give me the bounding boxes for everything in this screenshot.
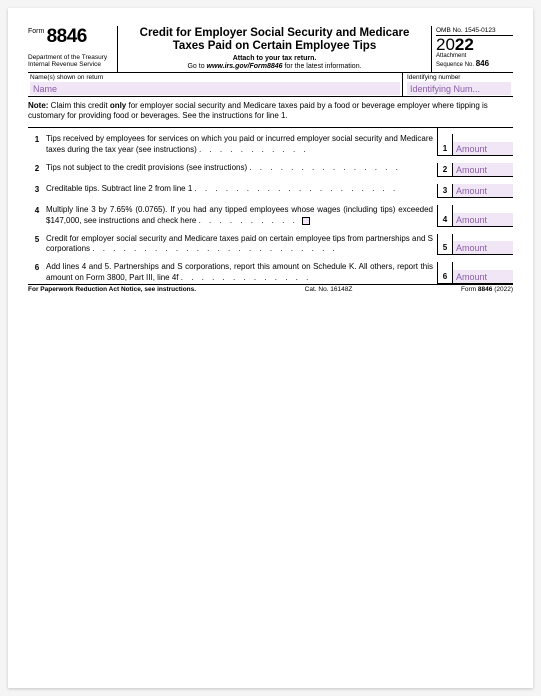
name-label: Name(s) shown on return [30,74,400,81]
footer-cat: Cat. No. 16148Z [305,286,353,293]
form-label: Form [28,28,44,35]
line-6-amount: Amount [453,262,513,284]
line-1-desc: Tips received by employees for services … [46,134,437,156]
right-col-border [437,128,513,134]
line-4-amount: Amount [453,205,513,227]
line-4-num: 4 [28,205,46,215]
line-1: 1 Tips received by employees for service… [28,134,513,156]
line-4-input[interactable]: Amount [453,213,513,226]
name-input[interactable]: Name [30,82,400,95]
line-3: 3 Creditable tips. Subtract line 2 from … [28,184,513,198]
form-page: Form 8846 Department of the Treasury Int… [8,8,533,688]
form-title: Credit for Employer Social Security and … [124,27,425,53]
line-2-rnum: 2 [437,163,453,177]
sequence: Attachment Sequence No. 846 [436,53,513,68]
line-3-rnum: 3 [437,184,453,198]
idnum-input[interactable]: Identifying Num... [407,82,511,95]
idnum-label: Identifying number [407,74,511,81]
tax-year: 2022 [436,36,513,53]
line-4: 4 Multiply line 3 by 7.65% (0.0765). If … [28,205,513,227]
form-lines: 1 Tips received by employees for service… [28,134,513,283]
line-2-num: 2 [28,163,46,173]
line-5-amount: Amount [453,234,513,256]
line-6-input[interactable]: Amount [453,270,513,283]
footer-left: For Paperwork Reduction Act Notice, see … [28,286,196,293]
line-6-num: 6 [28,262,46,272]
line-1-amount: Amount [453,134,513,156]
line-5-desc: Credit for employer social security and … [46,234,437,256]
line-1-num: 1 [28,134,46,144]
line-6: 6 Add lines 4 and 5. Partnerships and S … [28,262,513,284]
line-3-input[interactable]: Amount [453,184,513,197]
line-5-rnum: 5 [437,234,453,256]
header-center: Credit for Employer Social Security and … [118,26,431,72]
line-3-amount: Amount [453,184,513,198]
form-footer: For Paperwork Reduction Act Notice, see … [28,284,513,293]
line-2: 2 Tips not subject to the credit provisi… [28,163,513,177]
department: Department of the Treasury Internal Reve… [28,54,113,68]
line-2-input[interactable]: Amount [453,163,513,176]
line-4-rnum: 4 [437,205,453,227]
line-2-amount: Amount [453,163,513,177]
line-4-checkbox[interactable] [302,217,310,225]
line-2-desc: Tips not subject to the credit provision… [46,163,437,174]
header-right: OMB No. 1545-0123 2022 Attachment Sequen… [431,26,513,72]
footer-right: Form 8846 (2022) [461,286,513,293]
attach-text: Attach to your tax return. [124,55,425,62]
line-3-num: 3 [28,184,46,194]
form-header: Form 8846 Department of the Treasury Int… [28,26,513,73]
identity-row: Name(s) shown on return Name Identifying… [28,73,513,97]
line-6-rnum: 6 [437,262,453,284]
line-1-input[interactable]: Amount [453,142,513,155]
line-3-desc: Creditable tips. Subtract line 2 from li… [46,184,437,195]
line-5-num: 5 [28,234,46,244]
idnum-field: Identifying number Identifying Num... [403,73,513,96]
line-1-rnum: 1 [437,134,453,156]
goto-text: Go to www.irs.gov/Form8846 for the lates… [124,63,425,70]
line-5-input[interactable]: Amount [453,241,513,254]
header-left: Form 8846 Department of the Treasury Int… [28,26,118,72]
line-4-desc: Multiply line 3 by 7.65% (0.0765). If yo… [46,205,437,227]
name-field: Name(s) shown on return Name [28,73,403,96]
line-5: 5 Credit for employer social security an… [28,234,513,256]
line-6-desc: Add lines 4 and 5. Partnerships and S co… [46,262,437,284]
form-number: 8846 [47,26,87,48]
note-text: Note: Claim this credit only for employe… [28,97,513,128]
